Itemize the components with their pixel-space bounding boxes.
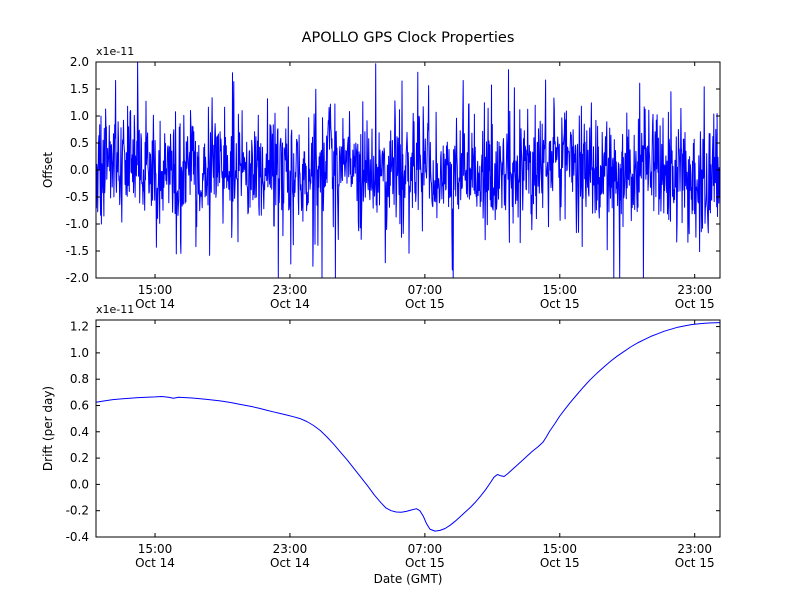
y-tick-label: 0.5 <box>70 136 89 150</box>
y-axis-label: Offset <box>41 152 55 188</box>
x-tick-label-date: Oct 15 <box>405 556 445 570</box>
y-axis-label: Drift (per day) <box>41 386 55 471</box>
x-tick-label-date: Oct 15 <box>405 297 445 311</box>
y-tick-label: -2.0 <box>66 271 89 285</box>
y-tick-label: 1.2 <box>70 320 89 334</box>
axes-border <box>95 319 721 538</box>
y-tick-label: 1.5 <box>70 82 89 96</box>
x-tick-label-time: 23:00 <box>677 283 712 297</box>
x-tick-label-time: 15:00 <box>542 542 577 556</box>
x-tick-label-time: 23:00 <box>273 283 308 297</box>
y-tick-label: 2.0 <box>70 55 89 69</box>
x-tick-label-date: Oct 14 <box>135 556 175 570</box>
x-tick-label-time: 15:00 <box>138 283 173 297</box>
x-axis-label: Date (GMT) <box>374 572 443 586</box>
y-tick-label: 1.0 <box>70 346 89 360</box>
x-tick-label-date: Oct 15 <box>540 297 580 311</box>
y-tick-label: -1.0 <box>66 217 89 231</box>
y-tick-label: 0.0 <box>70 163 89 177</box>
y-tick-label: -0.2 <box>66 504 89 518</box>
x-tick-label-time: 15:00 <box>542 283 577 297</box>
chart-title: APOLLO GPS Clock Properties <box>302 30 515 46</box>
gps-clock-offset-series-line <box>95 61 721 279</box>
axis-scale-offset-label: x1e-11 <box>96 45 134 58</box>
y-tick-label: 0.8 <box>70 372 89 386</box>
x-tick-label-date: Oct 14 <box>270 556 310 570</box>
y-tick-label: -0.4 <box>66 530 89 544</box>
gps-clock-drift-series-line <box>95 322 721 532</box>
y-tick-label: 0.6 <box>70 398 89 412</box>
y-tick-label: -0.5 <box>66 190 89 204</box>
x-tick-label-date: Oct 14 <box>270 297 310 311</box>
x-tick-label-time: 07:00 <box>408 542 443 556</box>
y-tick-label: 0.2 <box>70 451 89 465</box>
y-tick-label: -1.5 <box>66 244 89 258</box>
y-tick-label: 1.0 <box>70 109 89 123</box>
x-tick-label-date: Oct 15 <box>675 556 715 570</box>
y-tick-label: 0.0 <box>70 477 89 491</box>
x-tick-label-date: Oct 15 <box>540 556 580 570</box>
axis-scale-offset-label: x1e-11 <box>96 303 134 316</box>
x-tick-label-time: 07:00 <box>408 283 443 297</box>
y-tick-label: 0.4 <box>70 425 89 439</box>
x-tick-label-time: 15:00 <box>138 542 173 556</box>
x-tick-label-time: 23:00 <box>273 542 308 556</box>
x-tick-label-date: Oct 15 <box>675 297 715 311</box>
x-tick-label-time: 23:00 <box>677 542 712 556</box>
x-tick-label-date: Oct 14 <box>135 297 175 311</box>
